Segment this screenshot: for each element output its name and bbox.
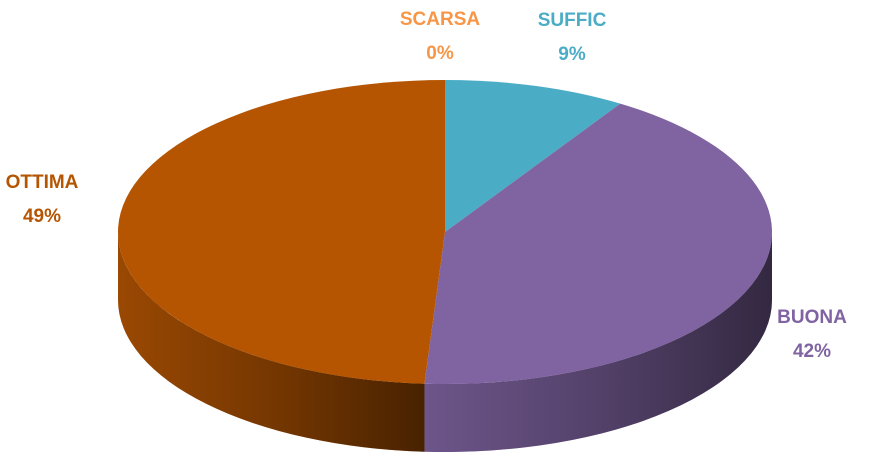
slice-label: SUFFIC: [538, 10, 607, 31]
slice-label: SCARSA: [400, 9, 481, 30]
value-label: 0%: [426, 43, 454, 64]
side-shade: [424, 232, 772, 453]
slice-label: OTTIMA: [6, 172, 79, 193]
value-label: 49%: [23, 206, 61, 227]
side-shade: [118, 232, 425, 452]
slice: [424, 103, 772, 384]
value-label: 42%: [793, 341, 831, 362]
value-label: 9%: [558, 44, 586, 65]
slice: [118, 80, 446, 384]
slice-label: BUONA: [777, 307, 847, 328]
slice: [445, 80, 621, 232]
